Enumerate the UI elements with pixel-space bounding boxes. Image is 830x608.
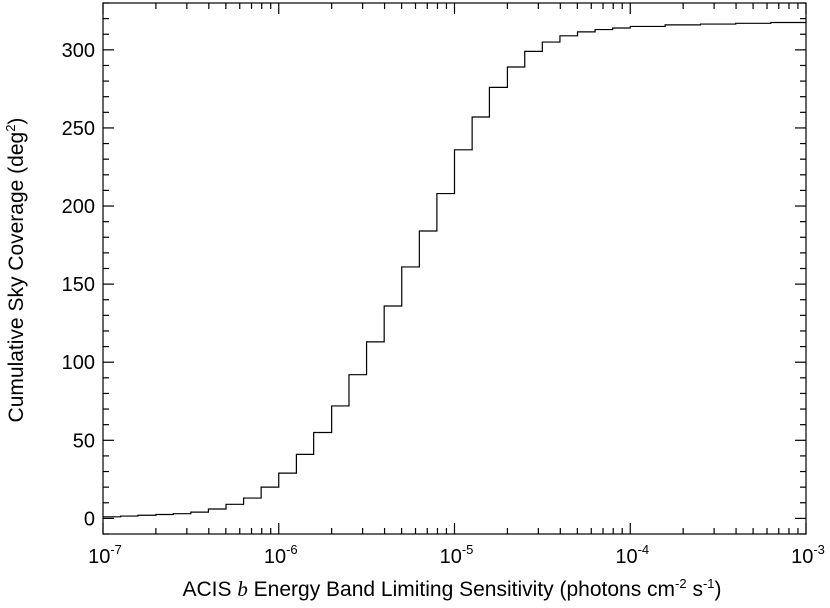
y-tick-labels: 0 50 100 150 200 250 300 (62, 40, 95, 531)
x-tick-label: 10-7 (88, 542, 122, 568)
x-tick-label: 10-5 (440, 542, 474, 568)
major-ticks (102, 3, 807, 534)
y-tick-label: 200 (62, 196, 95, 218)
x-tick-labels: 10-7 10-6 10-5 10-4 10-3 (88, 542, 825, 568)
y-tick-label: 0 (84, 508, 95, 530)
x-tick-label: 10-3 (791, 542, 825, 568)
y-tick-label: 100 (62, 352, 95, 374)
plot-frame (102, 2, 807, 535)
y-axis-title: Cumulative Sky Coverage (deg2) (3, 118, 28, 423)
y-tick-label: 50 (73, 430, 95, 452)
minor-ticks (103, 2, 806, 535)
y-tick-label: 300 (62, 40, 95, 62)
y-tick-label: 250 (62, 118, 95, 140)
x-tick-label: 10-4 (615, 542, 649, 568)
y-tick-label: 150 (62, 274, 95, 296)
x-axis-title: ACIS b Energy Band Limiting Sensitivity … (182, 576, 721, 601)
x-tick-label: 10-6 (264, 542, 298, 568)
cumulative-coverage-line (103, 21, 807, 518)
